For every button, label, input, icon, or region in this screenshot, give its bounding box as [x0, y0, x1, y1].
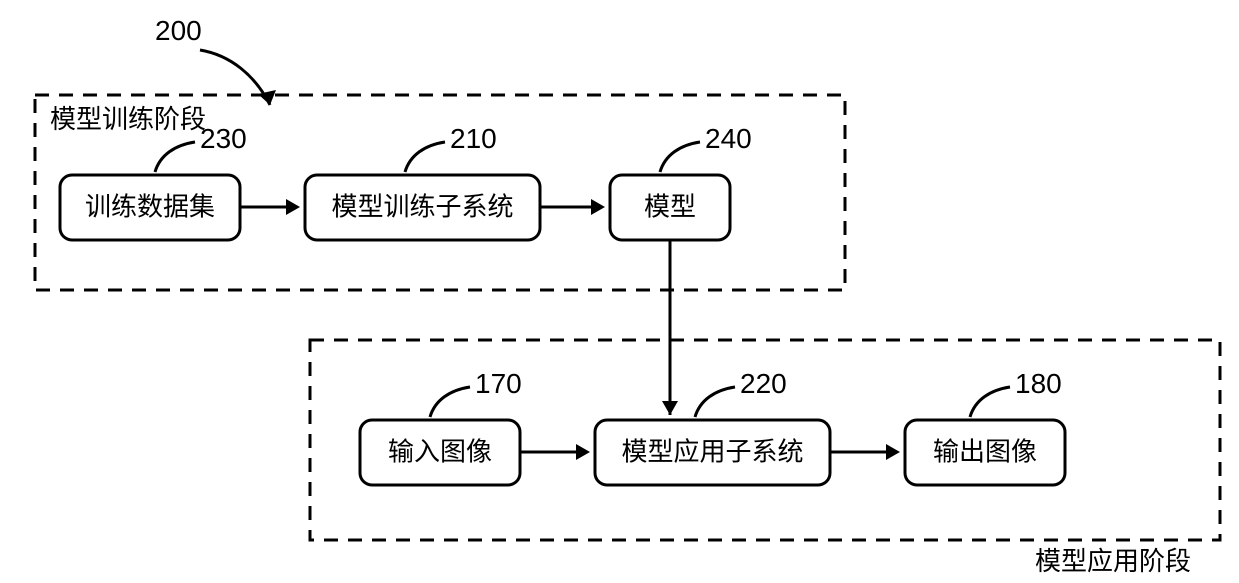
node-input-img-label: 输入图像 [388, 436, 492, 466]
figure-ref-number: 200 [155, 15, 202, 46]
node-train-data-refcurve [155, 142, 195, 172]
node-train-data: 训练数据集 230 [60, 123, 247, 240]
figure-ref-arrowhead [258, 90, 276, 105]
node-train-sub-refcurve [405, 142, 445, 172]
arrowhead-input_img-to-app_sub [576, 444, 590, 460]
node-train-data-ref: 230 [200, 123, 247, 154]
node-model-ref: 240 [705, 123, 752, 154]
node-model: 模型 240 [610, 123, 752, 240]
node-model-refcurve [660, 142, 700, 172]
node-train-sub-ref: 210 [450, 123, 497, 154]
arrowhead-app_sub-to-output_img [886, 444, 900, 460]
node-output-img: 输出图像 180 [905, 368, 1065, 485]
phase-training-label: 模型训练阶段 [50, 104, 206, 134]
figure-ref-curve [200, 50, 270, 105]
node-output-img-label: 输出图像 [933, 436, 1037, 466]
node-app-sub-refcurve [695, 387, 735, 417]
arrow-model-to-appsub-head [662, 401, 678, 415]
node-input-img-ref: 170 [475, 368, 522, 399]
node-output-img-refcurve [970, 387, 1010, 417]
diagram-canvas: 200 模型训练阶段 模型应用阶段 训练数据集 230 模型训练子系统 210 … [0, 0, 1239, 583]
node-app-sub-label: 模型应用子系统 [621, 436, 803, 466]
phase-application-label: 模型应用阶段 [1035, 546, 1191, 576]
arrowhead-train_sub-to-model [591, 199, 605, 215]
node-train-sub-label: 模型训练子系统 [331, 191, 513, 221]
node-app-sub-ref: 220 [740, 368, 787, 399]
node-input-img: 输入图像 170 [360, 368, 522, 485]
node-train-sub: 模型训练子系统 210 [305, 123, 540, 240]
node-input-img-refcurve [430, 387, 470, 417]
node-app-sub: 模型应用子系统 220 [595, 368, 830, 485]
node-model-label: 模型 [644, 191, 696, 221]
arrowhead-train_data-to-train_sub [286, 199, 300, 215]
node-train-data-label: 训练数据集 [85, 191, 215, 221]
node-output-img-ref: 180 [1015, 368, 1062, 399]
